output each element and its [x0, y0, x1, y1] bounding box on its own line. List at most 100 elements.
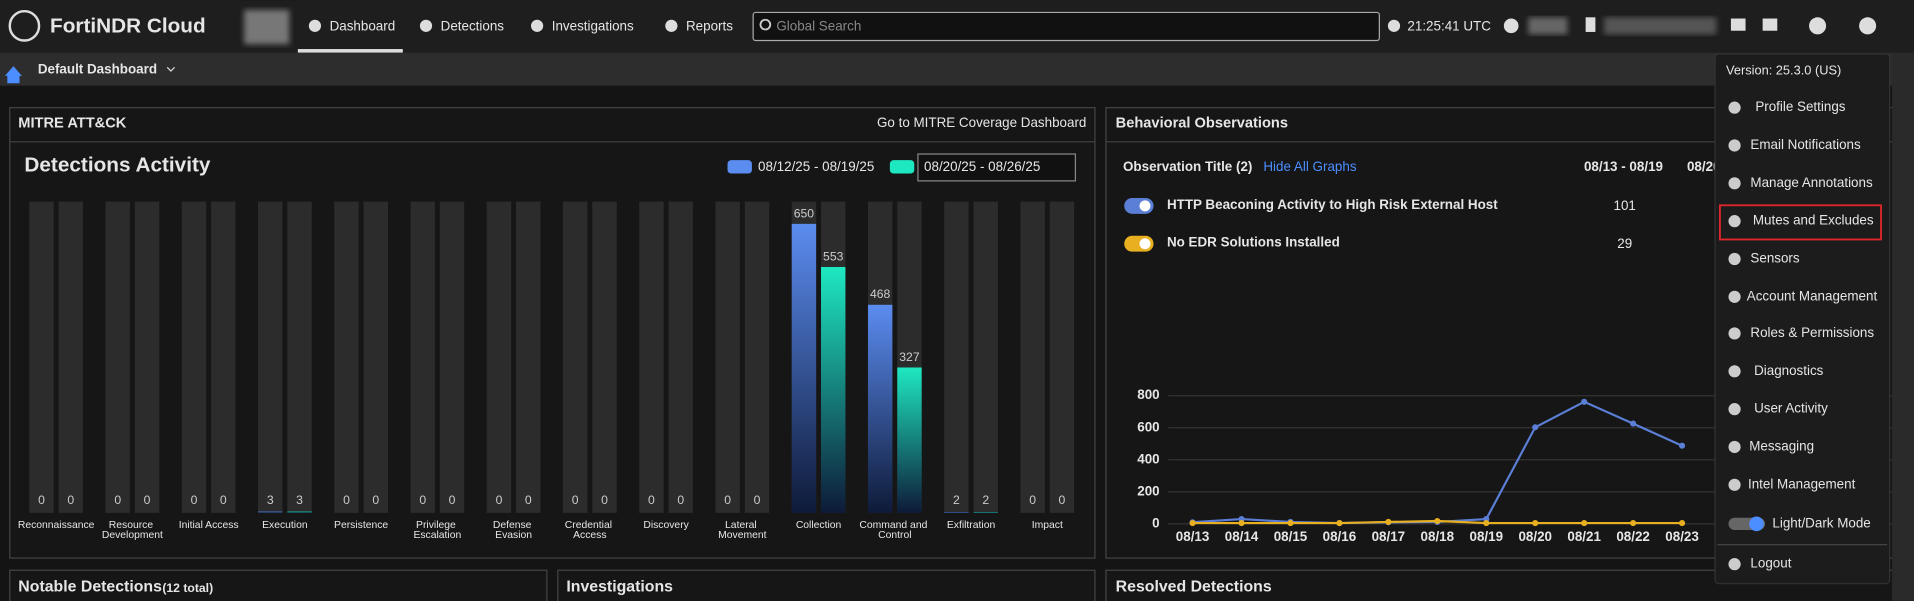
report-icon[interactable] — [1762, 18, 1778, 31]
menu-icon — [1728, 478, 1741, 491]
settings-icon[interactable] — [1859, 17, 1877, 35]
bar — [791, 223, 817, 513]
bar-track — [592, 201, 617, 513]
x-tick-label: 08/20 — [1518, 529, 1552, 544]
menu-item[interactable]: Account Management — [1747, 288, 1878, 303]
menu-item[interactable]: Profile Settings — [1755, 99, 1845, 114]
bar — [897, 367, 922, 513]
value-label: 0 — [648, 493, 655, 507]
help-icon[interactable] — [1809, 17, 1827, 35]
bar-track — [134, 201, 160, 513]
bar-track — [287, 201, 312, 513]
value-label: 0 — [724, 493, 731, 507]
blurred-tenant — [244, 9, 290, 45]
bar-track — [973, 201, 998, 513]
x-tick-label: Discovery — [643, 520, 689, 531]
x-tick-label: Defense Evasion — [493, 520, 534, 541]
point — [1532, 424, 1539, 431]
point — [1336, 520, 1343, 527]
bar-track — [562, 201, 588, 513]
mitre-link[interactable]: Go to MITRE Coverage Dashboard — [877, 115, 1086, 130]
menu-icon — [1728, 101, 1741, 114]
point — [1287, 520, 1294, 527]
bar-track — [668, 201, 693, 513]
menu-item[interactable]: Sensors — [1750, 251, 1799, 266]
menu-icon — [1728, 558, 1741, 571]
menu-item[interactable]: Messaging — [1749, 439, 1814, 454]
value-label: 0 — [449, 493, 456, 507]
bar-track — [181, 201, 207, 513]
nav-icon — [530, 19, 544, 32]
menu-item[interactable]: Email Notifications — [1750, 137, 1861, 152]
menu-item[interactable]: Manage Annotations — [1750, 175, 1873, 190]
time: 21:25:41 UTC — [1407, 19, 1491, 34]
search-icon — [759, 18, 772, 31]
menu-item[interactable]: Light/Dark Mode — [1772, 515, 1870, 530]
x-tick-label: Command and Control — [859, 520, 930, 541]
menu-icon — [1728, 177, 1741, 190]
nav-item[interactable]: Reports — [686, 19, 733, 34]
value-label: 0 — [677, 493, 684, 507]
column-header: 08/13 - 08/19 — [1584, 159, 1663, 174]
value-label: 0 — [67, 493, 74, 507]
clock-icon — [1387, 19, 1401, 32]
menu-item[interactable]: User Activity — [1754, 401, 1828, 416]
highlight-box — [1718, 204, 1882, 241]
y-tick-label: 600 — [1137, 419, 1159, 434]
value-label: 0 — [754, 493, 761, 507]
value-label: 468 — [870, 287, 891, 301]
panel-header: MITRE ATT&CK — [18, 115, 126, 131]
account-icon[interactable] — [1585, 17, 1596, 32]
panel-header: Behavioral Observations — [1116, 115, 1288, 131]
menu-item[interactable]: Logout — [1750, 556, 1791, 571]
table-title: Observation Title (2) — [1123, 159, 1252, 174]
active-tab-indicator — [297, 49, 403, 53]
value-label: 0 — [1059, 493, 1066, 507]
bar — [867, 304, 893, 513]
date-picker[interactable] — [917, 153, 1077, 182]
bar-track — [258, 201, 283, 513]
panel-header: Investigations — [566, 579, 673, 596]
point — [1385, 518, 1392, 526]
bar-track — [211, 201, 236, 513]
bar-track — [58, 201, 84, 513]
y-tick-label: 400 — [1137, 451, 1159, 466]
bar-track — [439, 201, 465, 513]
search-box[interactable] — [752, 11, 1380, 42]
chart-title: Detections Activity — [24, 154, 210, 177]
dashboard-selector[interactable]: Default Dashboard — [38, 61, 157, 76]
hide-graphs-link[interactable]: Hide All Graphs — [1263, 159, 1356, 174]
download-icon[interactable] — [1730, 18, 1746, 31]
settings-menu — [1714, 53, 1891, 585]
scrollbar[interactable] — [1892, 52, 1914, 601]
sub-nav — [0, 52, 1914, 86]
menu-item[interactable]: Intel Management — [1748, 476, 1856, 491]
bar-track — [363, 201, 388, 513]
nav-item[interactable]: Investigations — [552, 19, 634, 34]
x-tick-label: 08/19 — [1469, 529, 1503, 544]
point — [1434, 517, 1441, 525]
point — [1679, 520, 1686, 527]
nav-item[interactable]: Detections — [441, 19, 505, 34]
menu-item[interactable]: Mutes and Excludes — [1753, 213, 1874, 228]
x-tick-label: Persistence — [334, 520, 388, 531]
x-tick-label: Privilege Escalation — [413, 520, 461, 541]
user-icon[interactable] — [1503, 18, 1519, 34]
bar-track — [29, 201, 54, 513]
nav-item[interactable]: Dashboard — [330, 19, 396, 34]
logo — [8, 9, 41, 42]
bar — [973, 512, 998, 513]
bar-track — [639, 201, 664, 513]
date-range[interactable]: 08/20/25 - 08/26/25 — [924, 159, 1040, 174]
panel-header: Notable Detections — [18, 579, 162, 596]
menu-item[interactable]: Diagnostics — [1754, 363, 1824, 378]
menu-item[interactable]: Roles & Permissions — [1750, 325, 1874, 340]
observation-title: No EDR Solutions Installed — [1167, 235, 1340, 250]
point — [1679, 442, 1686, 449]
search-placeholder[interactable]: Global Search — [776, 19, 861, 34]
home-icon[interactable] — [4, 66, 22, 84]
value-label: 0 — [220, 493, 227, 507]
value-label: 650 — [794, 206, 815, 220]
brand: FortiNDR Cloud — [50, 15, 206, 38]
